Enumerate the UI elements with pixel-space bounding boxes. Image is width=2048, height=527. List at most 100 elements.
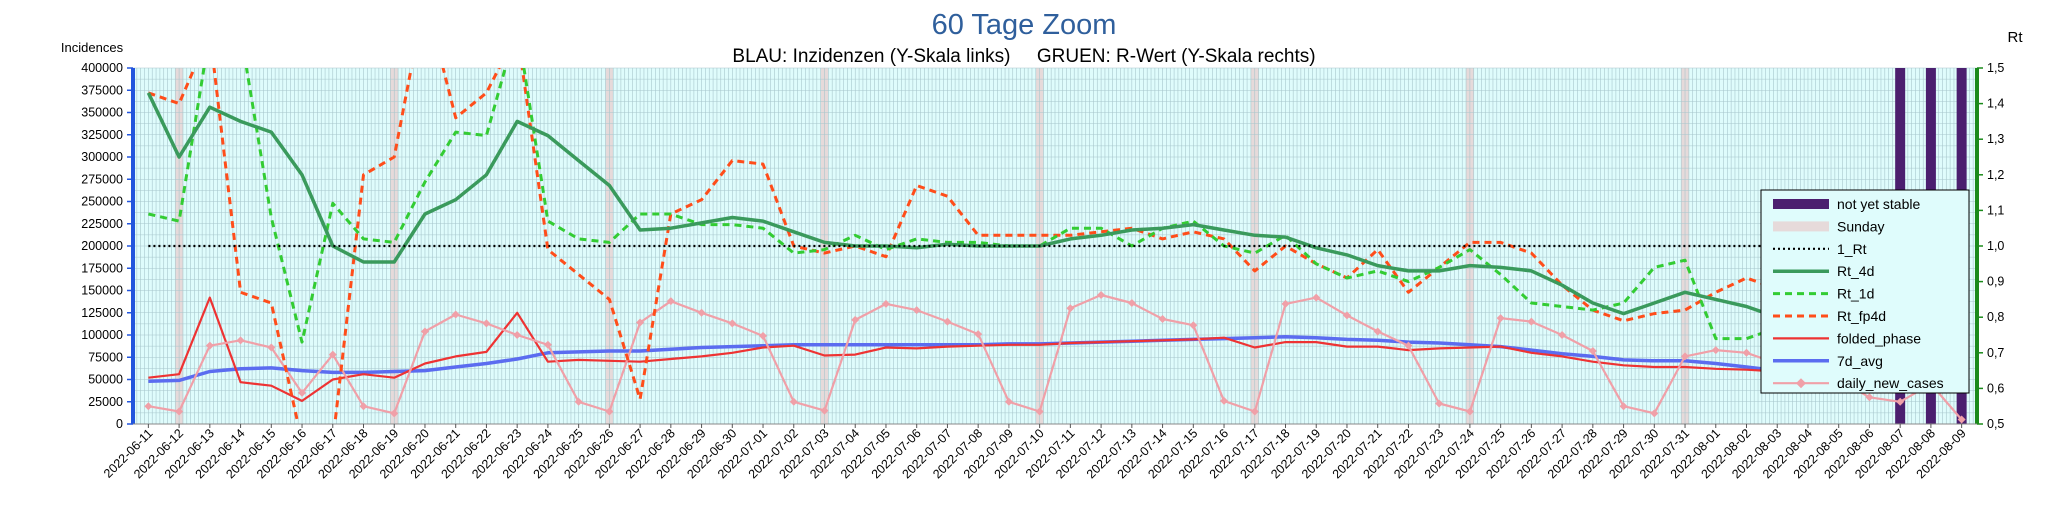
- data-point-daily-new-cases: [1004, 397, 1013, 406]
- data-point-daily-new-cases: [1435, 399, 1444, 408]
- data-point-daily-new-cases: [205, 341, 214, 350]
- y-tick-label-left: 275000: [81, 172, 123, 186]
- y-tick-label-left: 125000: [81, 306, 123, 320]
- data-point-daily-new-cases: [1496, 314, 1505, 323]
- legend-label: not yet stable: [1837, 196, 1920, 212]
- series-line-folded-phase: [148, 296, 1962, 402]
- data-point-daily-new-cases: [697, 308, 706, 317]
- data-point-daily-new-cases: [1588, 347, 1597, 356]
- data-point-daily-new-cases: [1097, 290, 1106, 299]
- data-point-daily-new-cases: [267, 343, 276, 352]
- y-tick-label-right: 1,5: [1987, 61, 2004, 75]
- y-axis-left-label: Incidences: [61, 40, 124, 55]
- data-point-daily-new-cases: [1957, 415, 1966, 424]
- data-point-daily-new-cases: [236, 336, 245, 345]
- legend: not yet stable Sunday 1_Rt Rt_4d Rt_1d Rt_fp4…: [1760, 189, 1970, 394]
- data-point-daily-new-cases: [1681, 352, 1690, 361]
- data-point-daily-new-cases: [1158, 314, 1167, 323]
- data-point-daily-new-cases: [974, 330, 983, 339]
- data-point-daily-new-cases: [1711, 346, 1720, 355]
- data-point-daily-new-cases: [144, 402, 153, 411]
- data-point-daily-new-cases: [359, 402, 368, 411]
- data-point-daily-new-cases: [1527, 317, 1536, 326]
- y-tick-label-right: 1,1: [1987, 203, 2004, 217]
- data-point-daily-new-cases: [1558, 331, 1567, 339]
- plot-area: 0 25000 50000 75000 100000 125000 150000 175000…: [81, 61, 2004, 481]
- data-point-daily-new-cases: [1189, 321, 1198, 330]
- data-point-daily-new-cases: [1373, 327, 1382, 336]
- data-point-daily-new-cases: [820, 406, 829, 415]
- y-tick-label-left: 250000: [81, 195, 123, 209]
- data-point-daily-new-cases: [728, 319, 737, 328]
- y-tick-label-right: 0,9: [1987, 275, 2004, 289]
- data-point-daily-new-cases: [513, 331, 522, 339]
- y-axis-right-label: Rt: [2008, 29, 2024, 46]
- data-point-daily-new-cases: [1465, 407, 1474, 416]
- chart-subtitle: BLAU: Inzidenzen (Y-Skala links) GRUEN: …: [732, 46, 1315, 67]
- y-tick-label-left: 175000: [81, 261, 123, 275]
- data-point-daily-new-cases: [482, 319, 491, 328]
- y-tick-label-left: 350000: [81, 106, 123, 120]
- data-point-daily-new-cases: [943, 317, 952, 326]
- data-point-daily-new-cases: [175, 407, 184, 416]
- series-line-Rt-1d: [148, 68, 1963, 368]
- legend-label: 7d_avg: [1837, 353, 1883, 369]
- y-tick-label-left: 225000: [81, 217, 123, 231]
- data-point-daily-new-cases: [1127, 298, 1136, 307]
- legend-label: daily_new_cases: [1837, 375, 1944, 391]
- y-tick-label-left: 400000: [81, 61, 123, 75]
- data-point-daily-new-cases: [420, 327, 429, 336]
- data-point-daily-new-cases: [1619, 402, 1628, 411]
- data-point-daily-new-cases: [1742, 348, 1751, 357]
- legend-marker: [1796, 378, 1806, 389]
- series-line-daily-new-cases: [148, 293, 1963, 421]
- data-point-daily-new-cases: [298, 388, 307, 397]
- y-tick-label-left: 150000: [81, 284, 123, 298]
- data-point-daily-new-cases: [451, 310, 460, 319]
- series-line-Rt-4d: [146, 92, 1963, 334]
- legend-swatch: [1773, 221, 1829, 232]
- data-point-daily-new-cases: [328, 350, 337, 359]
- data-point-daily-new-cases: [1220, 396, 1229, 405]
- y-tick-label-right: 0,7: [1987, 346, 2004, 360]
- data-point-daily-new-cases: [574, 397, 583, 406]
- legend-label: Rt_fp4d: [1837, 308, 1886, 324]
- data-point-daily-new-cases: [1035, 407, 1044, 416]
- data-point-daily-new-cases: [666, 297, 675, 306]
- y-tick-label-right: 0,5: [1987, 417, 2004, 431]
- y-tick-label-left: 300000: [81, 150, 123, 164]
- y-tick-label-right: 0,8: [1987, 310, 2004, 324]
- data-point-daily-new-cases: [605, 407, 614, 416]
- chart-title: 60 Tage Zoom: [932, 9, 1117, 41]
- legend-label: folded_phase: [1837, 330, 1921, 346]
- legend-label: 1_Rt: [1837, 241, 1867, 257]
- data-point-daily-new-cases: [1865, 393, 1874, 402]
- data-point-daily-new-cases: [543, 340, 552, 349]
- legend-swatch: [1773, 199, 1829, 209]
- data-point-daily-new-cases: [1342, 311, 1351, 320]
- y-tick-label-left: 375000: [81, 83, 123, 97]
- legend-label: Sunday: [1837, 218, 1884, 234]
- legend-label: Rt_4d: [1837, 263, 1874, 279]
- y-tick-label-right: 1,0: [1987, 239, 2004, 253]
- series-line-Rt-fp4d: [147, 68, 1963, 424]
- data-point-daily-new-cases: [636, 318, 645, 327]
- data-point-daily-new-cases: [881, 299, 890, 308]
- data-point-daily-new-cases: [1404, 341, 1413, 350]
- y-tick-label-left: 0: [116, 417, 123, 431]
- y-tick-label-left: 50000: [88, 373, 123, 387]
- data-point-daily-new-cases: [759, 331, 768, 340]
- y-tick-label-right: 1,4: [1987, 97, 2004, 111]
- legend-label: Rt_1d: [1837, 286, 1874, 302]
- y-tick-label-left: 100000: [81, 328, 123, 342]
- y-tick-label-right: 1,3: [1987, 132, 2004, 146]
- data-point-daily-new-cases: [390, 409, 399, 418]
- data-point-daily-new-cases: [789, 397, 798, 406]
- data-point-daily-new-cases: [1066, 304, 1075, 313]
- data-point-daily-new-cases: [1896, 397, 1905, 406]
- data-point-daily-new-cases: [1650, 409, 1659, 418]
- y-tick-label-left: 200000: [81, 239, 123, 253]
- data-point-daily-new-cases: [1250, 407, 1259, 416]
- data-point-daily-new-cases: [851, 315, 860, 324]
